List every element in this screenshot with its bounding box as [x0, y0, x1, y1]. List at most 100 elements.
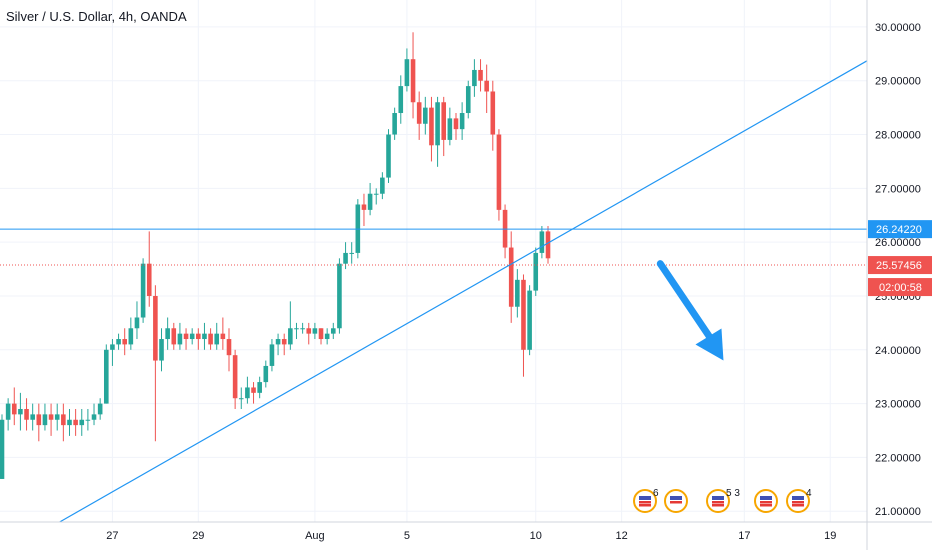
- flag-icon-stripe: [670, 496, 682, 500]
- candle-body: [459, 113, 465, 130]
- y-tick-label: 22.00000: [875, 452, 921, 464]
- candle-body: [134, 317, 140, 329]
- candle-body: [159, 339, 164, 361]
- candle-body: [73, 419, 78, 426]
- flag-icon-stripe: [760, 501, 772, 504]
- flag-icon-stripe: [712, 504, 724, 507]
- price-label-box: [868, 220, 932, 239]
- candle-body: [423, 107, 428, 124]
- x-tick-label: 27: [106, 530, 118, 542]
- y-tick-label: 24.00000: [875, 345, 921, 357]
- event-badge: [664, 489, 688, 513]
- candle-body: [545, 231, 551, 259]
- candle-body: [496, 134, 502, 210]
- y-tick-label: 27.00000: [875, 183, 921, 195]
- y-tick-label: 28.00000: [875, 130, 921, 142]
- candle-body: [67, 419, 72, 426]
- flag-icon-stripe: [792, 501, 804, 504]
- event-count: 5 3: [726, 488, 740, 499]
- candle-body: [153, 295, 158, 361]
- event-badge: 4: [786, 488, 812, 513]
- x-tick-label: 5: [404, 530, 410, 542]
- candle-body: [330, 328, 336, 334]
- candle-body: [245, 387, 250, 399]
- candle-body: [465, 86, 471, 114]
- y-tick-label: 21.00000: [875, 506, 921, 518]
- candles: [0, 32, 551, 479]
- candle-body: [337, 263, 342, 329]
- event-count: 4: [806, 488, 812, 499]
- arrow-head: [695, 328, 724, 361]
- candle-body: [515, 279, 520, 307]
- candle-body: [214, 333, 220, 345]
- candle-body: [140, 263, 146, 318]
- candle-body: [472, 69, 477, 87]
- candle-body: [478, 69, 483, 81]
- candle-body: [429, 107, 434, 146]
- candle-body: [97, 403, 103, 415]
- candle-body: [318, 328, 324, 340]
- candle-body: [85, 419, 91, 421]
- candle-body: [183, 333, 189, 340]
- candle-body: [18, 408, 23, 415]
- candle-body: [5, 403, 11, 420]
- candle-body: [48, 414, 54, 420]
- candle-body: [484, 80, 489, 92]
- flag-icon-stripe: [792, 496, 804, 500]
- flag-icon-stripe: [760, 504, 772, 507]
- candle-body: [508, 247, 514, 307]
- flag-icon-stripe: [712, 496, 724, 500]
- x-tick-label: 19: [824, 530, 836, 542]
- candle-body: [11, 403, 17, 415]
- candle-body: [238, 398, 244, 400]
- drawings: [0, 60, 868, 523]
- candle-body: [103, 349, 109, 404]
- x-tick-label: 17: [738, 530, 750, 542]
- flag-icon-stripe: [639, 496, 651, 500]
- candle-body: [398, 86, 404, 114]
- candle-body: [410, 59, 416, 103]
- candle-body: [490, 91, 496, 135]
- candle-body: [373, 193, 379, 195]
- candle-body: [128, 328, 134, 345]
- candle-body: [527, 290, 532, 350]
- candle-body: [0, 419, 5, 479]
- candle-body: [269, 344, 275, 366]
- x-tick-label: 12: [616, 530, 628, 542]
- candle-body: [521, 279, 526, 350]
- candle-body: [386, 134, 391, 178]
- candle-body: [232, 355, 238, 399]
- candle-body: [404, 59, 410, 87]
- candle-body: [300, 328, 305, 330]
- price-label: 25.57456: [876, 260, 922, 272]
- candle-body: [42, 414, 48, 426]
- candle-body: [146, 263, 152, 296]
- candle-body: [275, 339, 281, 345]
- grid: [0, 0, 867, 522]
- countdown-box: [868, 278, 932, 297]
- candle-body: [91, 414, 97, 420]
- candle-body: [196, 333, 201, 340]
- candle-body: [263, 365, 269, 383]
- flag-icon-stripe: [670, 501, 682, 504]
- x-tick-label: 29: [192, 530, 204, 542]
- candle-body: [24, 408, 29, 420]
- candle-body: [165, 328, 170, 340]
- event-badge: [754, 489, 778, 513]
- countdown-label: 02:00:58: [879, 282, 922, 294]
- event-badge: 5 3: [706, 488, 740, 513]
- event-count: 6: [653, 488, 659, 499]
- candle-body: [367, 193, 373, 210]
- y-tick-label: 30.00000: [875, 22, 921, 34]
- x-tick-label: 10: [530, 530, 542, 542]
- candle-body: [257, 382, 262, 393]
- candle-body: [312, 328, 318, 334]
- candle-body: [54, 414, 60, 420]
- flag-icon-stripe: [639, 504, 651, 507]
- candle-body: [116, 339, 121, 345]
- price-label-box: [868, 256, 932, 275]
- candle-body: [447, 118, 453, 140]
